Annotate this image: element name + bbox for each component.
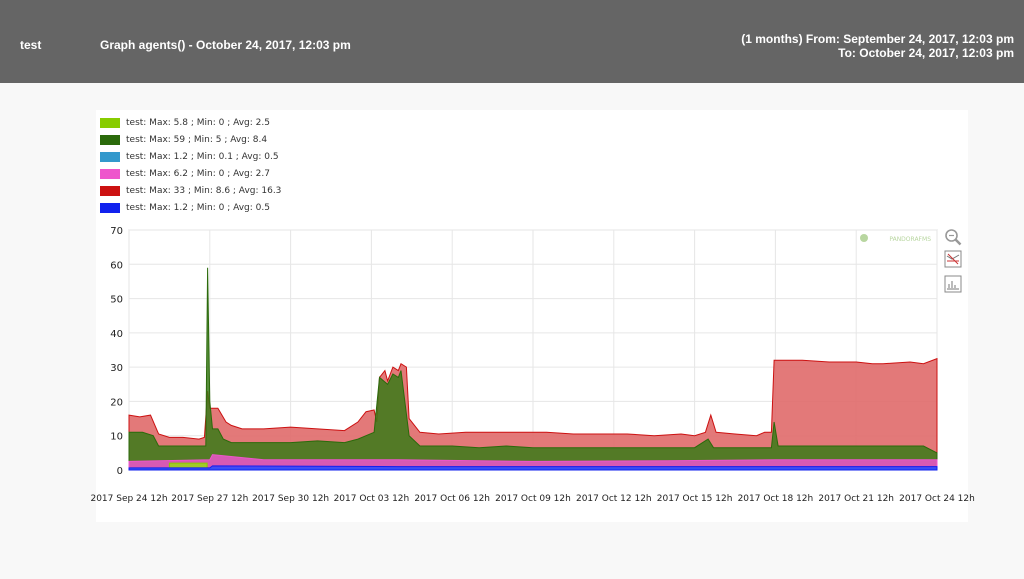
graph-type-icon[interactable]: [944, 275, 962, 293]
legend-item: test: Max: 1.2 ; Min: 0 ; Avg: 0.5: [100, 199, 281, 216]
y-tick-label: 0: [117, 466, 123, 477]
legend-item: test: Max: 5.8 ; Min: 0 ; Avg: 2.5: [100, 114, 281, 131]
legend-label: test: Max: 1.2 ; Min: 0.1 ; Avg: 0.5: [126, 151, 279, 162]
date-range: (1 months) From: September 24, 2017, 12:…: [741, 32, 1014, 60]
x-tick-label: 2017 Oct 12 12h: [576, 494, 652, 504]
pandora-watermark: PANDORAFMS: [889, 236, 931, 243]
x-tick-label: 2017 Oct 06 12h: [414, 494, 490, 504]
date-range-from: (1 months) From: September 24, 2017, 12:…: [741, 32, 1014, 46]
y-tick-label: 70: [110, 226, 123, 237]
graph-legend: test: Max: 5.8 ; Min: 0 ; Avg: 2.5 test: …: [100, 114, 281, 216]
legend-swatch: [100, 117, 120, 128]
x-tick-label: 2017 Oct 24 12h: [899, 494, 975, 504]
legend-label: test: Max: 1.2 ; Min: 0 ; Avg: 0.5: [126, 202, 270, 213]
legend-swatch: [100, 168, 120, 179]
legend-swatch: [100, 134, 120, 145]
watermark-logo-icon: [860, 234, 868, 242]
report-header: test Graph agents() - October 24, 2017, …: [0, 0, 1024, 83]
x-tick-label: 2017 Oct 21 12h: [818, 494, 894, 504]
legend-swatch: [100, 202, 120, 213]
y-tick-label: 10: [110, 432, 123, 443]
x-tick-label: 2017 Oct 15 12h: [657, 494, 733, 504]
y-tick-label: 50: [110, 295, 123, 306]
legend-label: test: Max: 33 ; Min: 8.6 ; Avg: 16.3: [126, 185, 282, 196]
legend-item: test: Max: 59 ; Min: 5 ; Avg: 8.4: [100, 131, 281, 148]
date-range-to: To: October 24, 2017, 12:03 pm: [838, 46, 1014, 60]
zoom-icon[interactable]: [944, 228, 962, 246]
legend-swatch: [100, 151, 120, 162]
x-tick-label: 2017 Oct 03 12h: [334, 494, 410, 504]
x-tick-label: 2017 Sep 27 12h: [171, 494, 248, 504]
legend-swatch: [100, 185, 120, 196]
legend-item: test: Max: 1.2 ; Min: 0.1 ; Avg: 0.5: [100, 148, 281, 165]
legend-item: test: Max: 6.2 ; Min: 0 ; Avg: 2.7: [100, 165, 281, 182]
y-tick-label: 20: [110, 397, 123, 408]
y-tick-label: 60: [110, 260, 123, 271]
agent-name: test: [20, 38, 42, 52]
x-tick-label: 2017 Sep 24 12h: [90, 494, 167, 504]
x-tick-label: 2017 Oct 09 12h: [495, 494, 571, 504]
series-area-5: [128, 465, 938, 471]
x-tick-label: 2017 Oct 18 12h: [738, 494, 814, 504]
legend-label: test: Max: 59 ; Min: 5 ; Avg: 8.4: [126, 134, 268, 145]
legend-label: test: Max: 6.2 ; Min: 0 ; Avg: 2.7: [126, 168, 270, 179]
series-area-1: [128, 267, 938, 471]
legend-label: test: Max: 5.8 ; Min: 0 ; Avg: 2.5: [126, 117, 270, 128]
hide-graph-icon[interactable]: [944, 250, 962, 268]
legend-item: test: Max: 33 ; Min: 8.6 ; Avg: 16.3: [100, 182, 281, 199]
x-tick-label: 2017 Sep 30 12h: [252, 494, 329, 504]
y-tick-label: 30: [110, 363, 123, 374]
graph-title: Graph agents() - October 24, 2017, 12:03…: [100, 38, 351, 52]
y-tick-label: 40: [110, 329, 123, 340]
